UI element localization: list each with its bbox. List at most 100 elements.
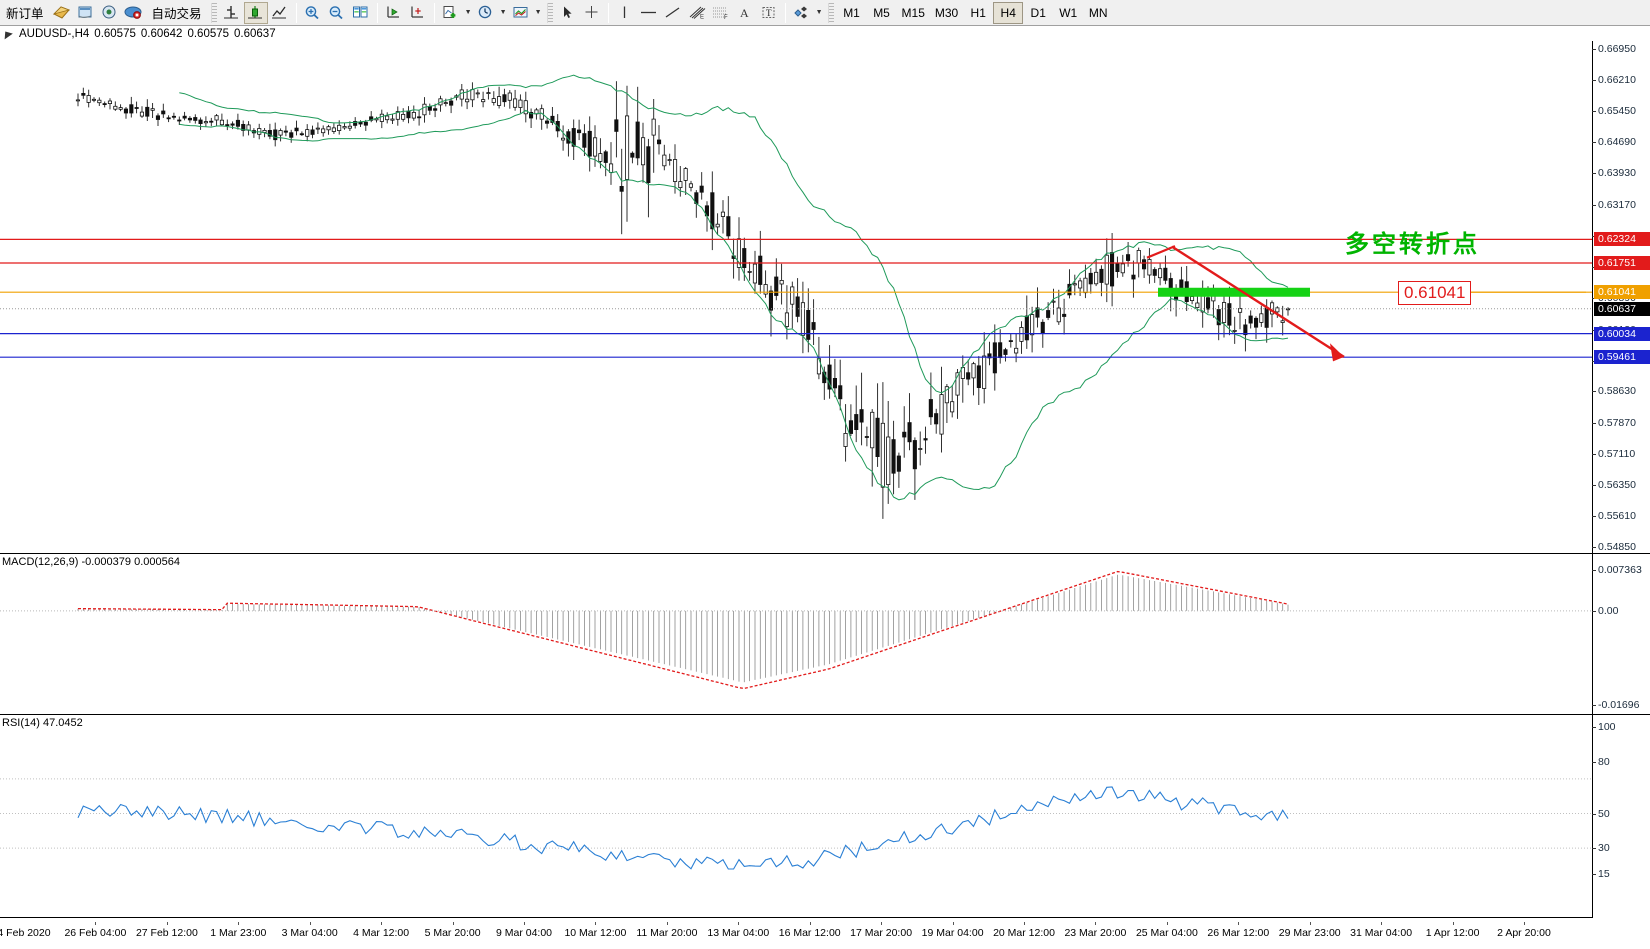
time-axis-tick <box>524 922 525 925</box>
time-axis-label: 10 Mar 12:00 <box>564 927 627 939</box>
price-tick: 0.65450 <box>1592 105 1650 117</box>
autotrading-label[interactable]: 自动交易 <box>151 7 202 21</box>
line-chart-icon[interactable] <box>268 2 292 24</box>
rsi-tick: 80 <box>1592 756 1650 768</box>
price-level-box[interactable]: 0.61751 <box>1594 256 1650 270</box>
objects-icon[interactable] <box>790 2 814 24</box>
time-axis-label: 11 Mar 20:00 <box>636 927 698 939</box>
timeframe-m1[interactable]: M1 <box>843 5 860 20</box>
cursor-icon[interactable] <box>556 2 580 24</box>
price-tick: 0.66950 <box>1592 43 1650 55</box>
rsi-scale[interactable]: 100 80 50 30 15 <box>1592 715 1650 918</box>
toolbar-grip-3[interactable] <box>827 2 834 23</box>
symbol-name: AUDUSD-,H4 <box>19 28 90 40</box>
crosshair-icon[interactable] <box>580 2 604 24</box>
toolbar-grip[interactable] <box>210 2 217 23</box>
time-axis-label: 13 Mar 04:00 <box>707 927 770 939</box>
time-axis-label: 2 Apr 20:00 <box>1497 927 1551 939</box>
rsi-pane[interactable]: RSI(14) 47.0452 100 80 50 30 15 <box>0 714 1650 918</box>
time-axis-tick <box>595 922 597 925</box>
timeframe-w1[interactable]: W1 <box>1059 5 1078 20</box>
timeframe-h4[interactable]: H4 <box>993 1 1024 24</box>
time-axis-label: 9 Mar 04:00 <box>495 927 553 939</box>
data-window-icon[interactable] <box>74 2 98 24</box>
price-tick: 0.64690 <box>1592 136 1650 148</box>
shift-end-icon[interactable] <box>382 2 406 24</box>
price-level-box[interactable]: 0.59461 <box>1594 350 1650 365</box>
timeframe-m30[interactable]: M30 <box>934 5 959 20</box>
autotrading-icon[interactable] <box>122 2 146 24</box>
rsi-tick: 15 <box>1592 868 1650 880</box>
time-axis-label: 4 Mar 12:00 <box>353 927 410 939</box>
toolbar-grip-2[interactable] <box>546 2 553 23</box>
price-level-box[interactable]: 0.62324 <box>1594 232 1650 247</box>
zoom-in-icon[interactable] <box>301 2 325 24</box>
periods-dropdown-caret[interactable]: ▼ <box>499 9 507 16</box>
time-axis-label: 29 Mar 23:00 <box>1278 927 1341 939</box>
price-tick: 0.58630 <box>1592 385 1650 397</box>
macd-canvas[interactable] <box>0 554 1593 715</box>
time-axis-tick <box>809 922 811 925</box>
price-chart-canvas[interactable] <box>0 41 1593 553</box>
time-axis-tick <box>166 922 168 925</box>
chart-cursor-icon <box>1 28 13 40</box>
ohlc-close: 0.60637 <box>234 28 276 40</box>
horizontal-line-icon[interactable] <box>637 2 661 24</box>
time-axis-label: 19 Mar 04:00 <box>921 927 984 939</box>
indicators-icon[interactable] <box>439 2 463 24</box>
toolbar-separator-5 <box>784 2 786 23</box>
bar-chart-icon[interactable] <box>220 2 244 24</box>
indicators-dropdown-caret[interactable]: ▼ <box>464 9 472 16</box>
timeframe-h1[interactable]: H1 <box>970 5 986 20</box>
price-callout-label: 0.61041 <box>1398 281 1472 305</box>
fibonacci-icon[interactable]: F <box>709 2 733 24</box>
periods-icon[interactable] <box>474 2 498 24</box>
svg-text:F: F <box>724 15 728 20</box>
navigator-icon[interactable] <box>98 2 122 24</box>
time-axis-label: 26 Feb 04:00 <box>64 927 127 939</box>
price-scale[interactable]: 0.66950 0.66210 0.65450 0.64690 0.63930 0.631… <box>1592 41 1650 553</box>
trendline-icon[interactable] <box>661 2 685 24</box>
timeframe-mn[interactable]: MN <box>1088 5 1108 20</box>
expert-advisors-icon[interactable] <box>50 2 74 24</box>
zoom-out-icon[interactable] <box>325 2 349 24</box>
time-axis-tick <box>381 922 383 925</box>
templates-icon[interactable] <box>509 2 533 24</box>
time-axis-tick <box>95 922 97 925</box>
price-chart-pane[interactable]: 0.66950 0.66210 0.65450 0.64690 0.63930 0.631… <box>0 41 1650 553</box>
rsi-canvas[interactable] <box>0 715 1593 918</box>
macd-scale[interactable]: 0.007363 0.00 -0.01696 <box>1592 554 1650 715</box>
price-tick: 0.57110 <box>1592 448 1650 460</box>
tile-windows-icon[interactable] <box>349 2 373 24</box>
rsi-tick: 30 <box>1592 842 1650 854</box>
vertical-line-icon[interactable] <box>613 2 637 24</box>
time-axis[interactable]: 4 Feb 2020 26 Feb 04:00 27 Feb 12:00 1 Mar … <box>0 922 1592 945</box>
templates-dropdown-caret[interactable]: ▼ <box>534 9 542 16</box>
ohlc-low: 0.60575 <box>187 28 230 40</box>
time-axis-tick <box>238 922 240 925</box>
price-level-box[interactable]: 0.60637 <box>1594 301 1650 316</box>
new-order-label[interactable]: 新订单 <box>6 7 44 21</box>
time-axis-label: 25 Mar 04:00 <box>1135 927 1198 939</box>
timeframe-d1[interactable]: D1 <box>1030 5 1046 20</box>
text-icon[interactable]: A <box>733 2 757 24</box>
time-axis-label: 1 Mar 23:00 <box>210 927 267 939</box>
time-axis-tick <box>1381 922 1383 925</box>
price-level-box[interactable]: 0.60034 <box>1594 326 1650 341</box>
text-label-icon[interactable]: T <box>757 2 781 24</box>
timeframe-m15[interactable]: M15 <box>901 5 925 20</box>
timeframe-m5[interactable]: M5 <box>873 5 890 20</box>
time-axis-label: 3 Mar 04:00 <box>281 927 338 939</box>
time-axis-label: 31 Mar 04:00 <box>1350 927 1413 939</box>
time-axis-label: 16 Mar 12:00 <box>778 927 841 939</box>
candlestick-icon[interactable] <box>243 1 268 24</box>
auto-scroll-icon[interactable] <box>406 2 430 24</box>
price-level-box[interactable]: 0.61041 <box>1594 285 1650 300</box>
time-axis-tick <box>952 922 954 925</box>
objects-dropdown-caret[interactable]: ▼ <box>815 9 823 16</box>
equidistant-channel-icon[interactable]: E <box>685 2 709 24</box>
time-axis-label: 23 Mar 20:00 <box>1064 927 1127 939</box>
time-axis-tick <box>1238 922 1240 925</box>
macd-pane[interactable]: MACD(12,26,9) -0.000379 0.000564 0.00736… <box>0 553 1650 715</box>
toolbar-separator-4 <box>607 2 609 23</box>
